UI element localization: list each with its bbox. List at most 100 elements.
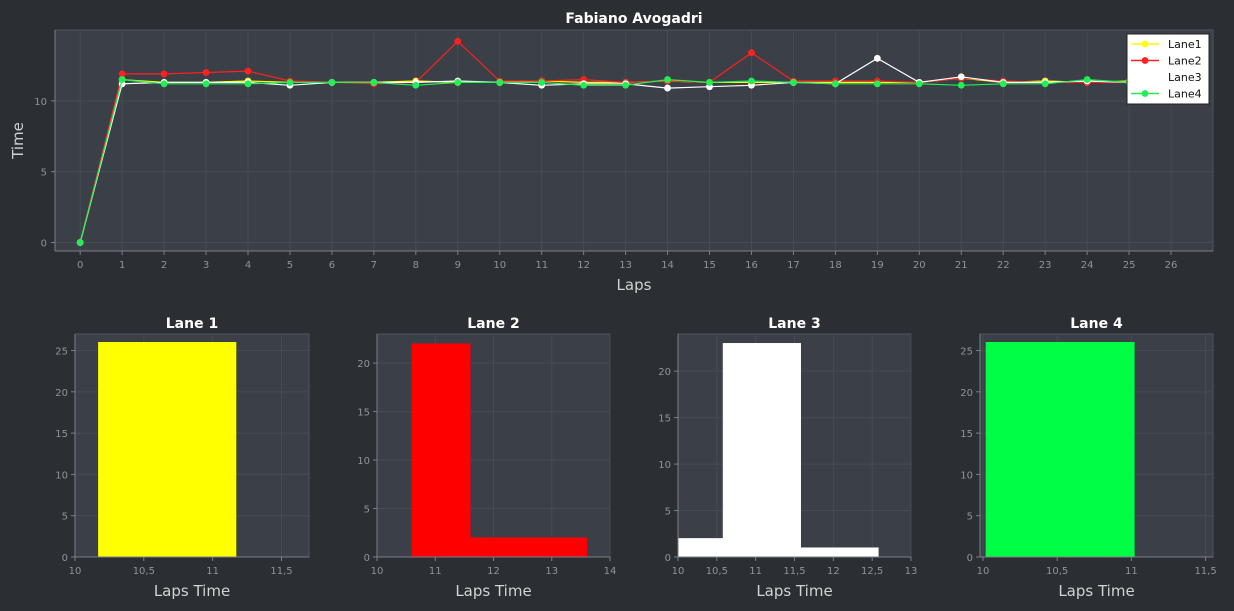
histogram-bar xyxy=(985,342,1135,558)
data-point xyxy=(1083,76,1091,83)
data-point xyxy=(412,81,420,89)
y-tick-label: 15 xyxy=(357,408,370,419)
chart-title: Lane 2 xyxy=(467,316,519,332)
y-axis-label: Time xyxy=(9,122,27,160)
data-point xyxy=(454,37,462,45)
histogram-lane-3: Lane 3 10 10,5 11 11,5 12 12,5 13 0 5 10 15 20 Laps T… xyxy=(658,316,917,600)
data-point xyxy=(328,79,336,86)
x-tick-label: 11 xyxy=(1125,566,1138,577)
data-point xyxy=(957,81,965,89)
data-point xyxy=(957,73,965,81)
y-tick-label: 20 xyxy=(658,367,671,378)
data-point xyxy=(202,69,210,76)
chart-title: Lane 1 xyxy=(166,316,218,332)
x-tick-label: 10 xyxy=(977,566,990,577)
x-tick-label: 10 xyxy=(672,566,685,577)
y-tick-label: 15 xyxy=(55,429,68,440)
y-tick-label: 0 xyxy=(665,553,671,564)
x-tick-label: 4 xyxy=(245,260,251,271)
x-tick-label: 11 xyxy=(206,566,219,577)
series-lane4 xyxy=(76,76,1133,246)
x-tick-label: 23 xyxy=(1039,260,1052,271)
x-tick-label: 13 xyxy=(905,566,918,577)
x-tick-label: 12 xyxy=(487,566,500,577)
data-point xyxy=(1041,80,1049,88)
x-tick-label: 12 xyxy=(577,260,590,271)
data-point xyxy=(873,80,881,88)
x-tick-label: 10 xyxy=(493,260,506,271)
x-tick-label: 14 xyxy=(661,260,674,271)
x-tick-label: 11 xyxy=(429,566,442,577)
data-point xyxy=(790,79,797,86)
x-axis-label: Laps Time xyxy=(154,582,230,600)
y-tick-label: 5 xyxy=(665,507,671,518)
y-tick-label: 10 xyxy=(55,470,68,481)
x-axis-label: Laps Time xyxy=(1058,582,1134,600)
legend-swatch-marker xyxy=(1141,73,1149,81)
data-point xyxy=(580,81,588,89)
data-point xyxy=(370,79,378,86)
data-point xyxy=(915,80,923,88)
x-tick-label: 15 xyxy=(703,260,716,271)
histogram-bar xyxy=(411,343,471,558)
x-tick-label: 10,5 xyxy=(1046,566,1068,577)
legend-label: Lane3 xyxy=(1168,71,1202,84)
chart-title: Fabiano Avogadri xyxy=(565,11,702,27)
x-tick-label: 18 xyxy=(829,260,842,271)
data-point xyxy=(748,49,755,57)
plot-area xyxy=(54,29,1214,252)
legend-swatch-marker xyxy=(1141,57,1149,64)
data-point xyxy=(454,79,462,86)
data-point xyxy=(622,81,630,89)
series-line xyxy=(79,57,1130,243)
y-tick-label: 20 xyxy=(960,388,973,399)
y-tick-label: 10 xyxy=(658,460,671,471)
x-tick-label: 5 xyxy=(287,260,293,271)
data-point xyxy=(202,80,210,88)
x-axis-label: Laps Time xyxy=(756,582,832,600)
x-tick-label: 13 xyxy=(619,260,632,271)
data-point xyxy=(706,79,713,86)
y-tick-label: 20 xyxy=(55,388,68,399)
x-tick-label: 7 xyxy=(371,260,377,271)
chart-title: Lane 3 xyxy=(768,316,820,332)
x-tick-label: 14 xyxy=(604,566,617,577)
x-tick-label: 13 xyxy=(545,566,558,577)
x-tick-label: 1 xyxy=(119,260,125,271)
histogram-bar xyxy=(528,537,587,558)
y-tick-label: 5 xyxy=(62,512,68,523)
data-point xyxy=(496,79,504,86)
x-tick-label: 10,5 xyxy=(133,566,155,577)
data-point xyxy=(118,76,126,83)
x-tick-label: 17 xyxy=(787,260,800,271)
x-tick-label: 22 xyxy=(997,260,1010,271)
x-tick-label: 21 xyxy=(955,260,968,271)
y-tick-label: 0 xyxy=(364,553,370,564)
x-tick-label: 11,5 xyxy=(1194,566,1216,577)
legend-box xyxy=(1126,33,1210,105)
x-tick-label: 11 xyxy=(535,260,548,271)
chart-title: Lane 4 xyxy=(1070,316,1123,332)
x-tick-label: 16 xyxy=(745,260,758,271)
legend: Lane1 Lane2 Lane3 Lane4 xyxy=(1126,33,1210,105)
x-tick-label: 8 xyxy=(413,260,419,271)
data-point xyxy=(999,80,1007,88)
x-tick-label: 25 xyxy=(1123,260,1136,271)
histogram-bar xyxy=(722,343,801,558)
data-point xyxy=(160,70,168,78)
y-tick-label: 5 xyxy=(41,168,47,179)
y-tick-label: 5 xyxy=(364,505,370,516)
data-point xyxy=(286,79,294,86)
y-tick-label: 25 xyxy=(55,347,68,358)
y-tick-label: 20 xyxy=(357,359,370,370)
x-tick-label: 26 xyxy=(1165,260,1178,271)
x-tick-label: 24 xyxy=(1081,260,1094,271)
data-point xyxy=(244,80,252,88)
series-line xyxy=(79,40,1130,243)
x-tick-label: 3 xyxy=(203,260,209,271)
x-tick-label: 10 xyxy=(69,566,82,577)
y-tick-label: 15 xyxy=(960,429,973,440)
